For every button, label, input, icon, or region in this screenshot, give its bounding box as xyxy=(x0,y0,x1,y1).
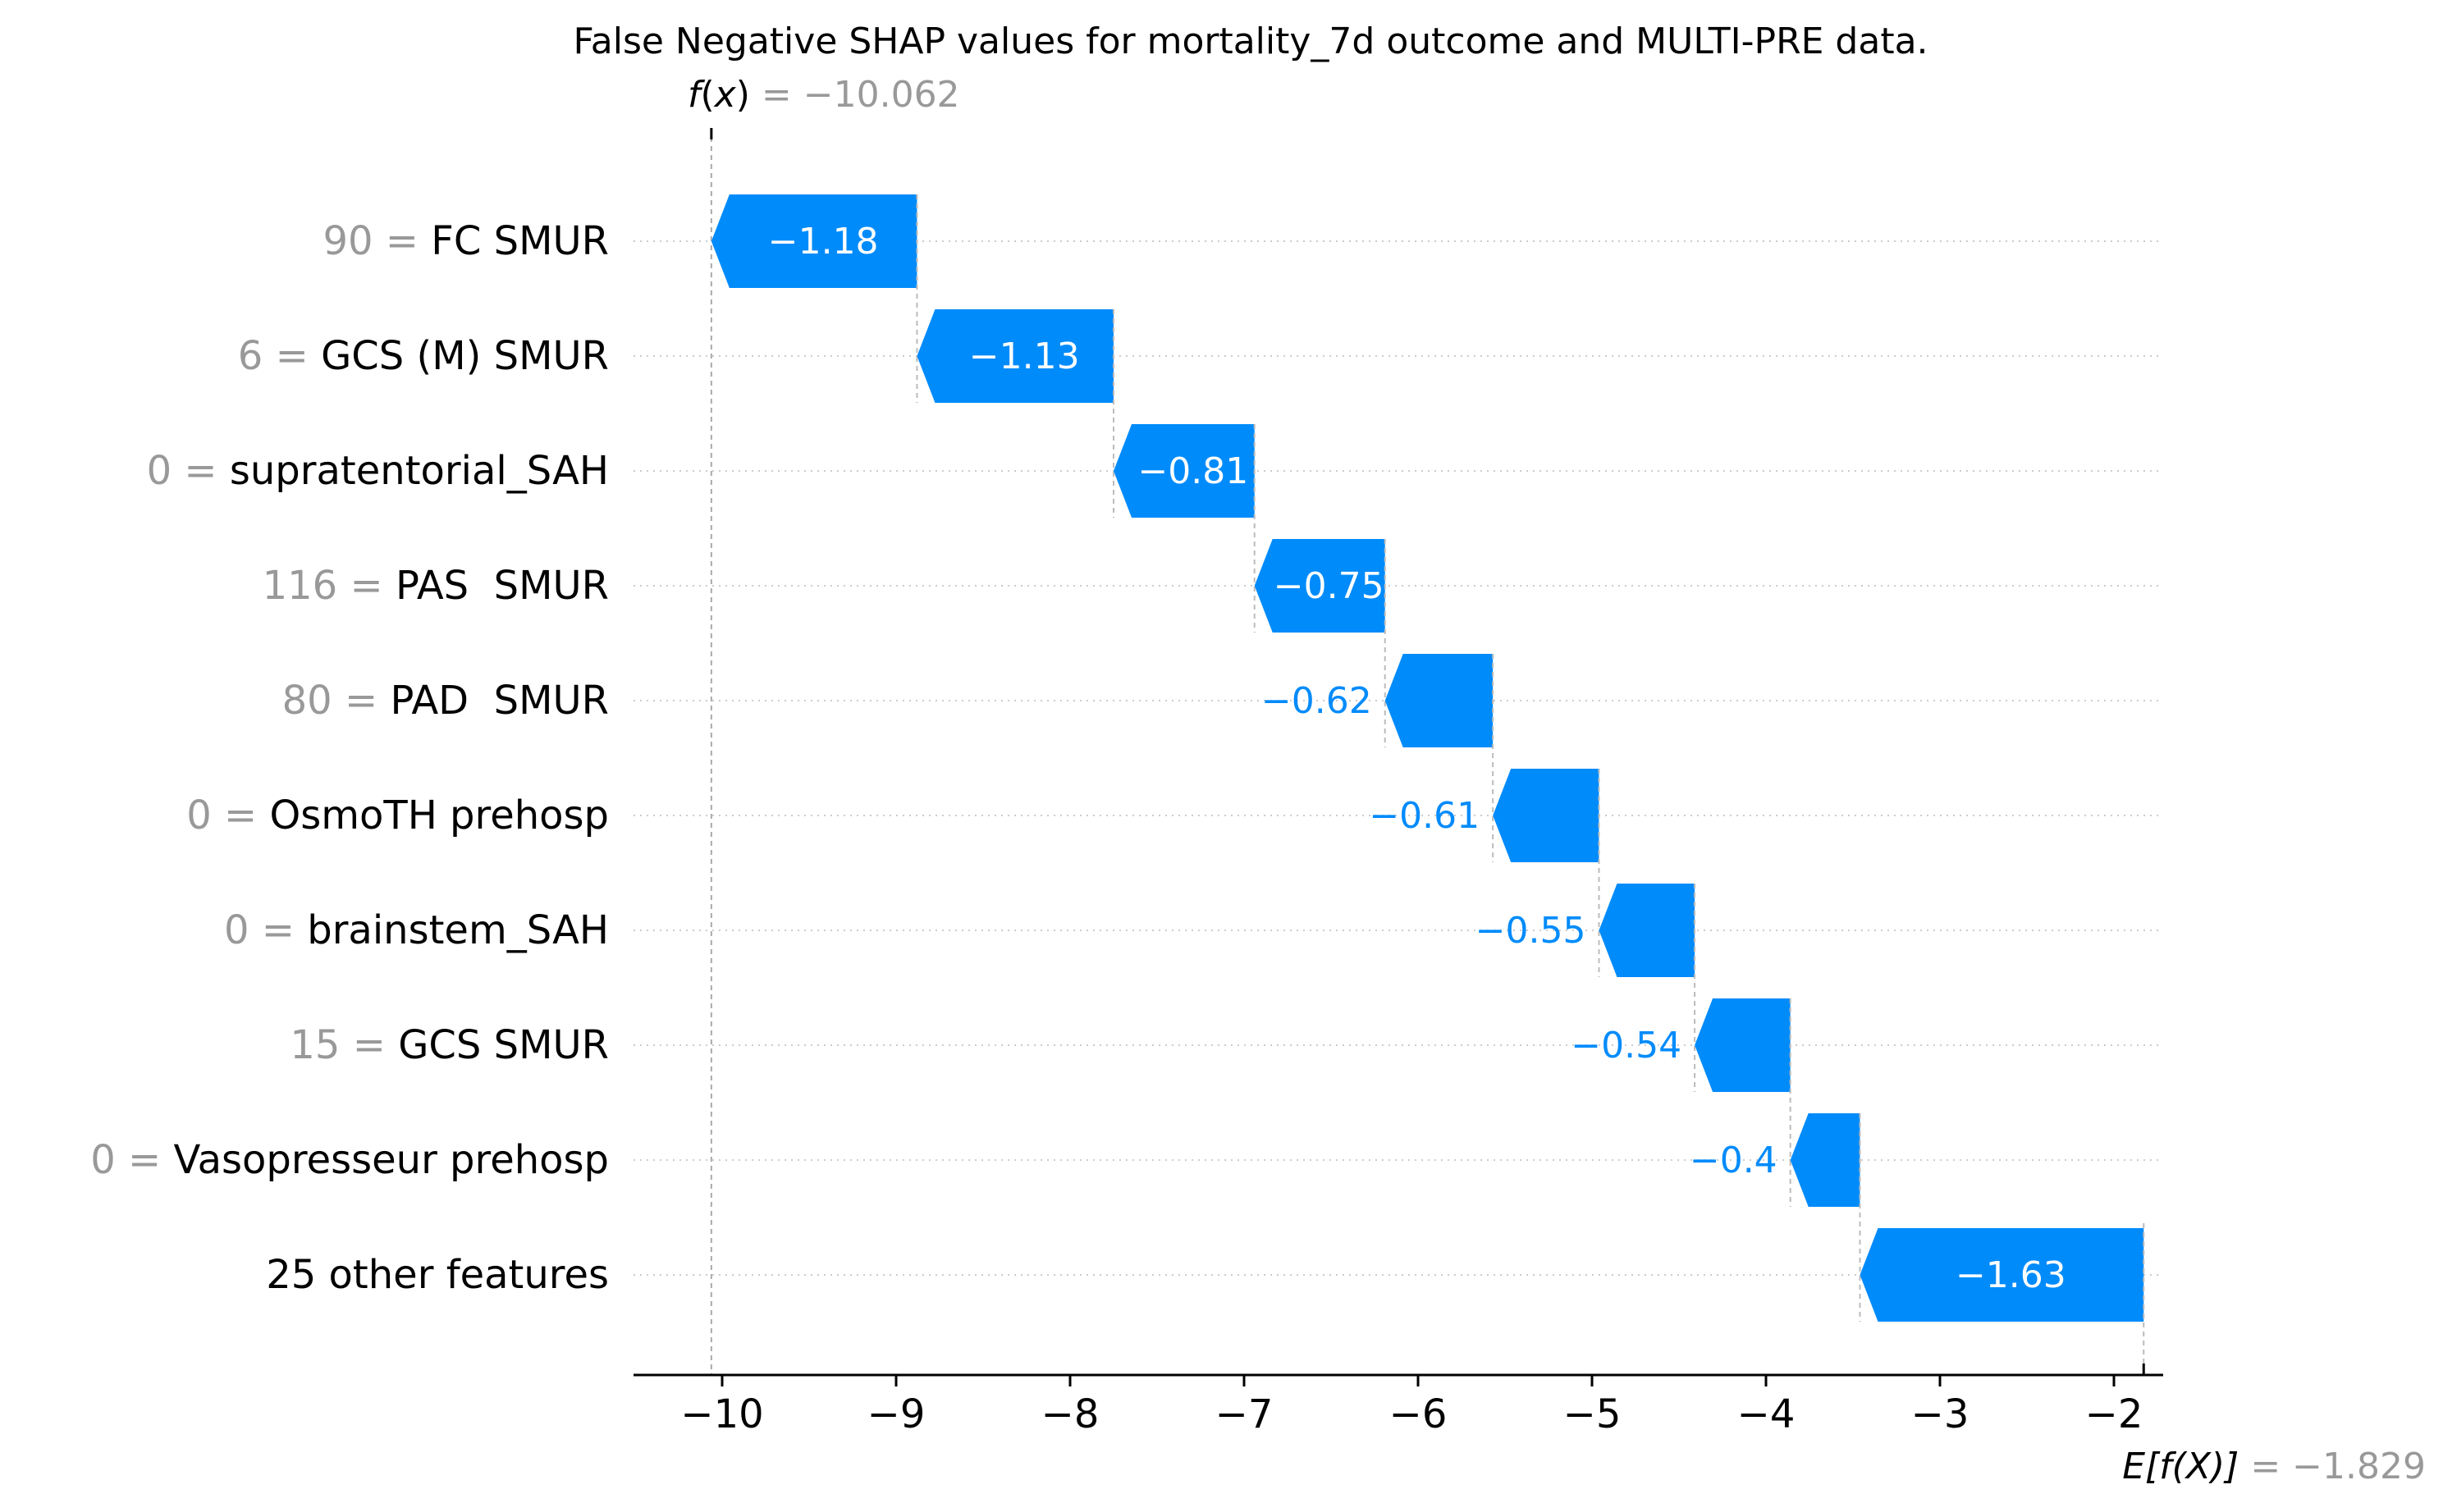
feature-label: 90 = FC SMUR xyxy=(323,218,609,264)
feature-value: 90 = xyxy=(323,218,431,264)
x-tick-label: −10 xyxy=(680,1391,763,1437)
shap-value-label: −0.75 xyxy=(1274,565,1384,607)
feature-label: 6 = GCS (M) SMUR xyxy=(238,333,609,379)
feature-name: Vasopresseur prehosp xyxy=(174,1137,609,1183)
feature-row-5: 80 = PAD SMUR −0.62 xyxy=(282,654,2163,862)
feature-value: 0 = xyxy=(147,448,230,494)
x-tick-label: −2 xyxy=(2085,1391,2143,1437)
feature-row-3: 0 = supratentorial_SAH −0.81 xyxy=(147,424,2163,633)
shap-bar xyxy=(1790,1113,1860,1207)
feature-label: 25 other features xyxy=(266,1252,609,1298)
shap-bar xyxy=(711,194,917,288)
feature-name: FC SMUR xyxy=(431,218,609,264)
fx-label: f(x) = −10.062 xyxy=(688,74,960,116)
efx-label-text: E[f(X)] xyxy=(2122,1446,2239,1487)
feature-label: 0 = brainstem_SAH xyxy=(224,907,609,953)
feature-label: 0 = Vasopresseur prehosp xyxy=(90,1137,609,1183)
shap-bar xyxy=(1384,654,1494,747)
feature-value: 80 = xyxy=(282,678,391,724)
feature-label: 0 = OsmoTH prehosp xyxy=(186,793,609,838)
feature-name: GCS (M) SMUR xyxy=(321,333,609,379)
efx-label: E[f(X)] = −1.829 xyxy=(2122,1446,2426,1487)
x-tick-label: −4 xyxy=(1737,1391,1796,1437)
feature-row-7: 0 = brainstem_SAH −0.55 xyxy=(224,884,2163,1092)
shap-bar xyxy=(1695,998,1791,1092)
feature-value: 0 = xyxy=(186,793,269,838)
efx-guide: E[f(X)] = −1.829 xyxy=(2122,1364,2426,1487)
feature-row-8: 15 = GCS SMUR −0.54 xyxy=(290,998,2163,1207)
feature-name: PAD SMUR xyxy=(390,678,609,724)
feature-label: 80 = PAD SMUR xyxy=(282,678,609,724)
shap-value-label: −0.54 xyxy=(1571,1025,1681,1067)
fx-value: = −10.062 xyxy=(750,74,960,116)
feature-value: 0 = xyxy=(224,907,307,953)
feature-rows: 90 = FC SMUR −1.18 6 = GCS (M) SMUR −1.13 0 … xyxy=(90,194,2163,1375)
shap-value-label: −1.13 xyxy=(969,336,1080,377)
fx-guide: f(x) = −10.062 xyxy=(688,74,960,1375)
feature-name: PAS SMUR xyxy=(396,563,609,609)
x-tick-label: −9 xyxy=(867,1391,926,1437)
fx-label-var: x xyxy=(713,74,737,116)
feature-row-10: 25 other features −1.63 xyxy=(266,1223,2163,1375)
fx-label-close: ) xyxy=(736,74,750,116)
shap-bar xyxy=(1114,424,1255,518)
x-tick-label: −5 xyxy=(1563,1391,1622,1437)
shap-bar xyxy=(1493,769,1599,862)
shap-value-label: −0.4 xyxy=(1690,1140,1777,1181)
feature-label: 116 = PAS SMUR xyxy=(263,563,609,609)
chart-title: False Negative SHAP values for mortality… xyxy=(573,21,1928,62)
shap-value-label: −0.62 xyxy=(1261,680,1372,722)
feature-row-9: 0 = Vasopresseur prehosp −0.4 xyxy=(90,1113,2163,1322)
feature-row-4: 116 = PAS SMUR −0.75 xyxy=(263,539,2163,747)
shap-value-label: −0.81 xyxy=(1137,450,1248,492)
x-tick-label: −8 xyxy=(1041,1391,1100,1437)
feature-value: 0 = xyxy=(90,1137,173,1183)
feature-name: GCS SMUR xyxy=(398,1022,609,1068)
feature-name: OsmoTH prehosp xyxy=(269,793,609,838)
x-tick-label: −7 xyxy=(1215,1391,1274,1437)
shap-bar xyxy=(1254,539,1385,633)
feature-row-6: 0 = OsmoTH prehosp −0.61 xyxy=(186,769,2163,977)
shap-bar xyxy=(1860,1228,2144,1322)
feature-value: 6 = xyxy=(238,333,321,379)
feature-value: 116 = xyxy=(263,563,396,609)
feature-row-2: 6 = GCS (M) SMUR −1.13 xyxy=(238,309,2163,518)
shap-bar xyxy=(1599,884,1695,977)
feature-value: 15 = xyxy=(290,1022,398,1068)
efx-value: = −1.829 xyxy=(2239,1446,2426,1487)
shap-value-label: −1.63 xyxy=(1956,1254,2066,1296)
shap-value-label: −1.18 xyxy=(768,221,879,263)
feature-label: 15 = GCS SMUR xyxy=(290,1022,609,1068)
x-tick-label: −3 xyxy=(1911,1391,1969,1437)
x-tick-label: −6 xyxy=(1389,1391,1448,1437)
feature-name: brainstem_SAH xyxy=(307,907,609,953)
feature-name: 25 other features xyxy=(266,1252,609,1298)
shap-bar xyxy=(917,309,1114,403)
feature-label: 0 = supratentorial_SAH xyxy=(147,448,609,494)
shap-value-label: −0.61 xyxy=(1369,795,1480,837)
shap-value-label: −0.55 xyxy=(1475,910,1586,952)
feature-name: supratentorial_SAH xyxy=(230,448,609,494)
fx-label-open: ( xyxy=(701,74,715,116)
feature-row-1: 90 = FC SMUR −1.18 xyxy=(323,194,2163,403)
x-axis: −10 −9 −8 −7 −6 −5 −4 −3 −2 xyxy=(634,1373,2163,1437)
